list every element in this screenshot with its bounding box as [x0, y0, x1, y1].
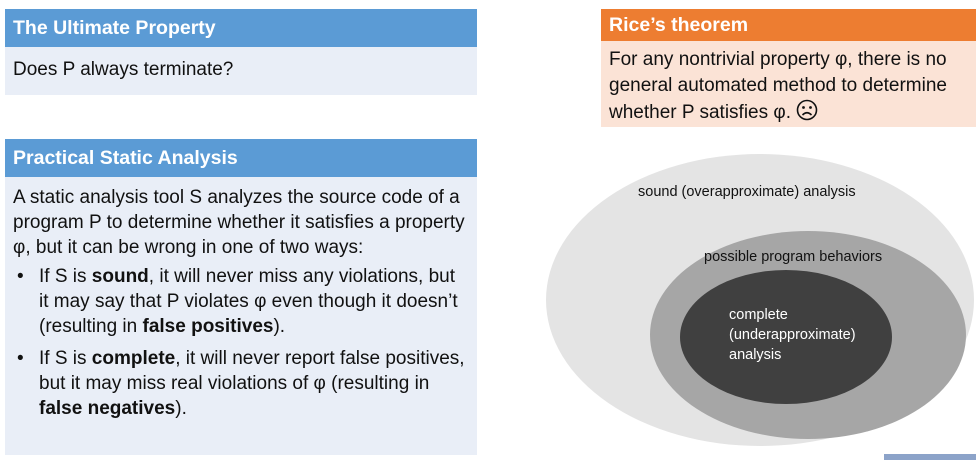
bullet-sound-term: sound	[91, 266, 149, 287]
bullet-sound-post: ).	[273, 316, 286, 337]
bullet-complete-term: complete	[91, 348, 176, 369]
rice-theorem-body: For any nontrivial property φ, there is …	[601, 41, 976, 127]
practical-analysis-intro: A static analysis tool S analyzes the so…	[13, 187, 465, 258]
ultimate-property-title: The Ultimate Property	[5, 9, 477, 47]
complete-analysis-label-1: complete	[729, 307, 788, 323]
frown-icon	[796, 99, 818, 121]
ultimate-property-body: Does P always terminate?	[5, 47, 477, 95]
ultimate-property-question: Does P always terminate?	[13, 59, 234, 80]
analysis-diagram: sound (overapproximate) analysis possibl…	[546, 154, 974, 446]
program-behaviors-label: possible program behaviors	[704, 249, 882, 265]
practical-analysis-bullets: • If S is sound, it will never miss any …	[13, 264, 469, 421]
bullet-complete-pre: If S is	[39, 348, 92, 369]
sound-analysis-label: sound (overapproximate) analysis	[638, 184, 856, 200]
rice-theorem-title: Rice’s theorem	[601, 9, 976, 41]
rice-theorem-title-text: Rice’s theorem	[609, 13, 749, 36]
bullet-sound-pre: If S is	[39, 266, 92, 287]
bullet-complete-mid: , it will never report false positives, …	[39, 348, 465, 394]
ultimate-property-title-text: The Ultimate Property	[13, 16, 216, 39]
bullet-complete-post: ).	[175, 398, 187, 419]
bullet-sound-mid: , it will never miss any violations, but…	[39, 266, 458, 337]
bullet-complete: • If S is complete, it will never report…	[13, 346, 469, 421]
bullet-dot: •	[17, 266, 24, 287]
practical-analysis-title: Practical Static Analysis	[5, 139, 477, 177]
practical-analysis-body: A static analysis tool S analyzes the so…	[5, 177, 477, 455]
complete-analysis-ellipse	[680, 270, 892, 404]
bullet-complete-result: false negatives	[39, 398, 176, 419]
practical-analysis-title-text: Practical Static Analysis	[13, 146, 238, 169]
footer-logo	[884, 454, 976, 460]
bullet-sound: • If S is sound, it will never miss any …	[13, 264, 469, 339]
bullet-sound-result: false positives	[142, 316, 274, 337]
rice-theorem-text: For any nontrivial property φ, there is …	[609, 49, 947, 123]
complete-analysis-label-3: analysis	[729, 347, 781, 363]
complete-analysis-label-2: (underapproximate)	[729, 327, 856, 343]
bullet-dot: •	[17, 348, 24, 369]
